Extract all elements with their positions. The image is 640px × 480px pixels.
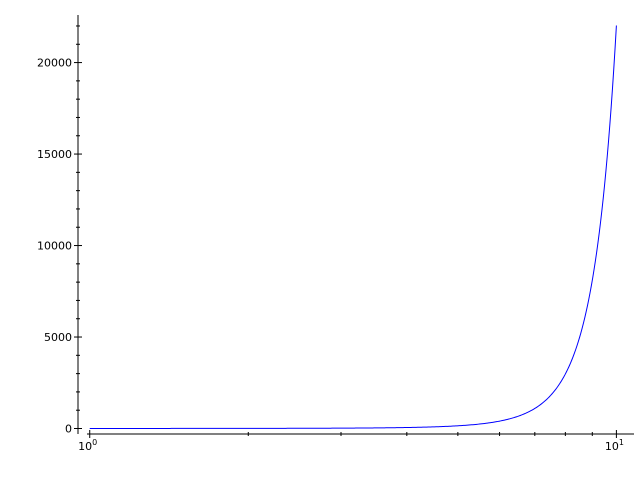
x-tick-exponent: 0 <box>92 438 97 447</box>
x-tick-label: 100 <box>78 438 97 453</box>
y-tick-label: 10000 <box>37 240 72 253</box>
series-layer <box>89 25 617 429</box>
x-tick-base: 10 <box>605 440 619 453</box>
series-line <box>89 25 617 429</box>
x-tick-label: 101 <box>605 438 624 453</box>
x-tick-base: 10 <box>78 440 92 453</box>
y-tick-label: 5000 <box>44 331 72 344</box>
y-tick-label: 20000 <box>37 57 72 70</box>
x-tick-exponent: 1 <box>619 438 624 447</box>
y-tick-label: 0 <box>65 423 72 436</box>
y-tick-label: 15000 <box>37 148 72 161</box>
